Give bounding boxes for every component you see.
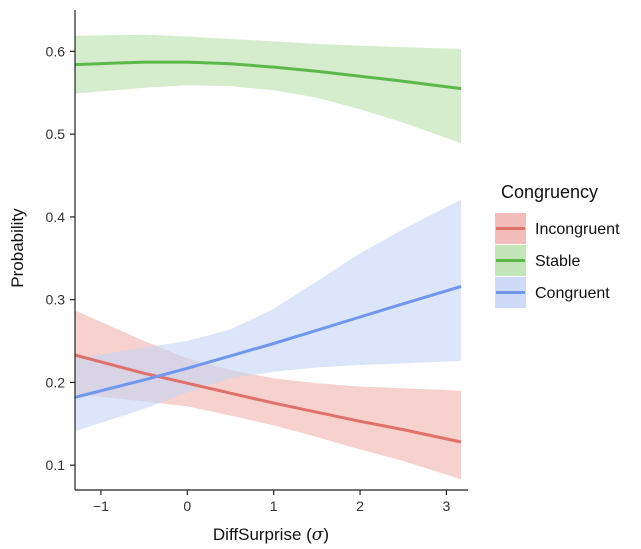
- line-stable: [74, 60, 462, 91]
- y-tick-label: 0.1: [46, 457, 66, 473]
- x-tick-label: 1: [270, 498, 278, 514]
- confidence-bands: [75, 34, 462, 480]
- y-axis-title: Probability: [8, 208, 27, 288]
- legend-label-congruent: Congruent: [535, 285, 610, 302]
- band-stable: [75, 34, 462, 144]
- y-tick-label: 0.6: [46, 43, 66, 59]
- x-ticks: −1 0 1 2 3: [93, 490, 451, 514]
- legend: Congruency Incongruent Stable Congruent: [495, 182, 620, 308]
- y-tick-label: 0.3: [46, 292, 66, 308]
- axes: [74, 10, 468, 491]
- x-tick-label: 3: [443, 498, 451, 514]
- y-tick-label: 0.2: [46, 374, 66, 390]
- x-tick-label: 0: [183, 498, 191, 514]
- x-tick-label: −1: [93, 498, 109, 514]
- legend-title: Congruency: [501, 182, 598, 202]
- legend-label-stable: Stable: [535, 253, 580, 270]
- y-ticks: 0.1 0.2 0.3 0.4 0.5 0.6: [46, 43, 75, 473]
- line-congruent: [74, 284, 462, 399]
- y-tick-label: 0.5: [46, 126, 66, 142]
- legend-label-incongruent: Incongruent: [535, 221, 620, 238]
- x-axis-title: DiffSurprise (σ): [213, 525, 329, 545]
- series-lines: [74, 60, 462, 444]
- y-tick-label: 0.4: [46, 209, 66, 225]
- x-tick-label: 2: [356, 498, 364, 514]
